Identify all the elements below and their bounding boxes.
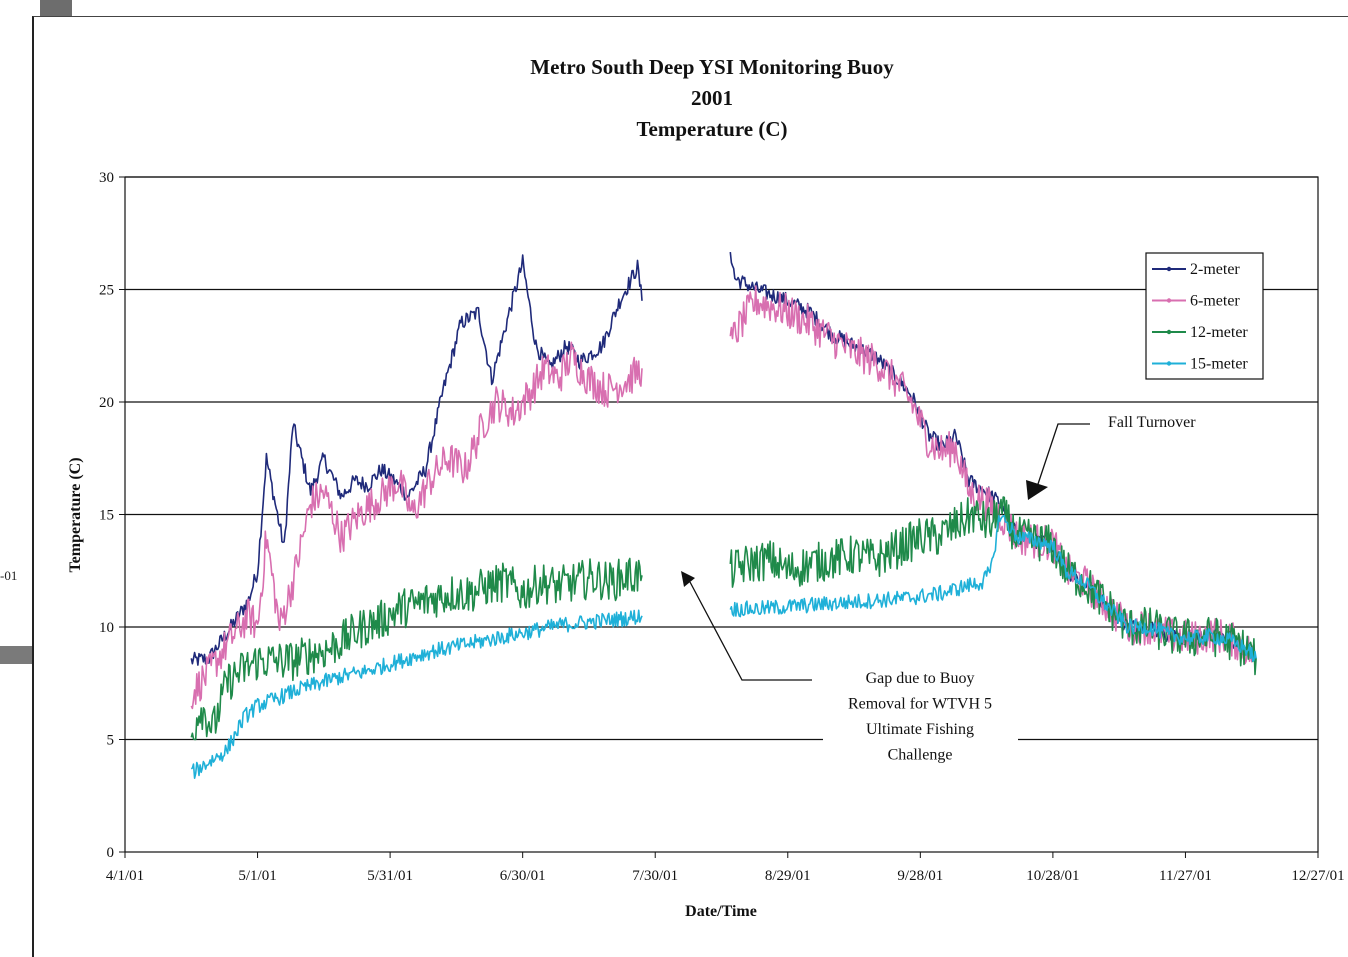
annotation-gap-line-2: Removal for WTVH 5: [848, 696, 992, 713]
y-tick-label: 5: [107, 733, 115, 749]
fall-turnover-arrowhead: [1026, 480, 1048, 500]
fall-turnover-leader-line: [1035, 423, 1090, 491]
legend-marker-15-meter: [1166, 361, 1172, 366]
gap-leader-line: [689, 581, 812, 681]
chart-frame: [32, 16, 1348, 957]
y-tick-label: 25: [99, 283, 114, 299]
axes: 0 5 10 15 20 25 30 4/1/01 5/1/01 5/31/01 6/30/01 7/…: [99, 170, 1345, 884]
legend-marker-2-meter: [1166, 266, 1172, 272]
x-tick-label: 9/28/01: [897, 868, 943, 884]
annotation-gap-line-1: Gap due to Buoy: [866, 670, 975, 687]
background-window-bar: [0, 646, 40, 664]
legend-label-12-meter: 12-meter: [1190, 324, 1248, 341]
gap-annotation-backdrop: [823, 660, 1018, 770]
chart-title-line-1: Metro South Deep YSI Monitoring Buoy: [530, 55, 894, 79]
gap-arrowhead: [681, 571, 695, 587]
annotation-gap-line-4: Challenge: [888, 747, 953, 764]
series-line-12-meter-segment-2: [729, 496, 1257, 676]
x-tick-label: 12/27/01: [1291, 868, 1344, 884]
background-window-tab: [40, 0, 72, 18]
series-lines: [190, 252, 1257, 780]
x-tick-label: 10/28/01: [1026, 868, 1079, 884]
x-tick-label: 4/1/01: [106, 868, 144, 884]
y-tick-label: 30: [99, 170, 114, 186]
y-tick-label: 15: [99, 508, 114, 524]
series-line-15-meter-segment-1: [190, 609, 643, 780]
y-tick-label: 20: [99, 395, 114, 411]
x-tick-label: 5/1/01: [238, 868, 276, 884]
y-axis-title: Temperature (C): [67, 457, 84, 572]
y-tick-label: 0: [107, 845, 115, 861]
x-tick-label: 5/31/01: [367, 868, 413, 884]
y-tick-label: 10: [99, 620, 114, 636]
x-tick-label: 8/29/01: [765, 868, 811, 884]
legend: 2-meter 6-meter 12-meter 15-meter: [1145, 252, 1264, 380]
annotation-gap-line-3: Ultimate Fishing: [866, 721, 974, 738]
x-tick-label: 7/30/01: [632, 868, 678, 884]
annotation-fall-turnover: Fall Turnover: [1108, 414, 1196, 431]
chart-title-line-2: 2001: [691, 86, 733, 110]
legend-label-15-meter: 15-meter: [1190, 356, 1248, 373]
series-line-12-meter-segment-1: [190, 557, 643, 741]
chart-title: Metro South Deep YSI Monitoring Buoy 200…: [530, 55, 894, 141]
legend-box: [1145, 252, 1264, 380]
series-line-2-meter-segment-1: [190, 254, 643, 666]
x-axis-title: Date/Time: [685, 903, 757, 920]
x-tick-label: 11/27/01: [1159, 868, 1212, 884]
legend-marker-12-meter: [1166, 329, 1172, 335]
legend-marker-6-meter: [1166, 298, 1172, 303]
background-edge-text: -01: [0, 568, 18, 583]
chart-title-line-3: Temperature (C): [636, 117, 787, 141]
annotations: Fall Turnover Gap due to Buoy Removal for …: [681, 414, 1196, 770]
legend-label-6-meter: 6-meter: [1190, 293, 1240, 310]
legend-label-2-meter: 2-meter: [1190, 261, 1240, 278]
series-line-15-meter-segment-2: [729, 514, 1257, 662]
series-line-6-meter-segment-1: [190, 341, 643, 710]
x-tick-label: 6/30/01: [500, 868, 546, 884]
gridlines: [125, 176, 1318, 741]
